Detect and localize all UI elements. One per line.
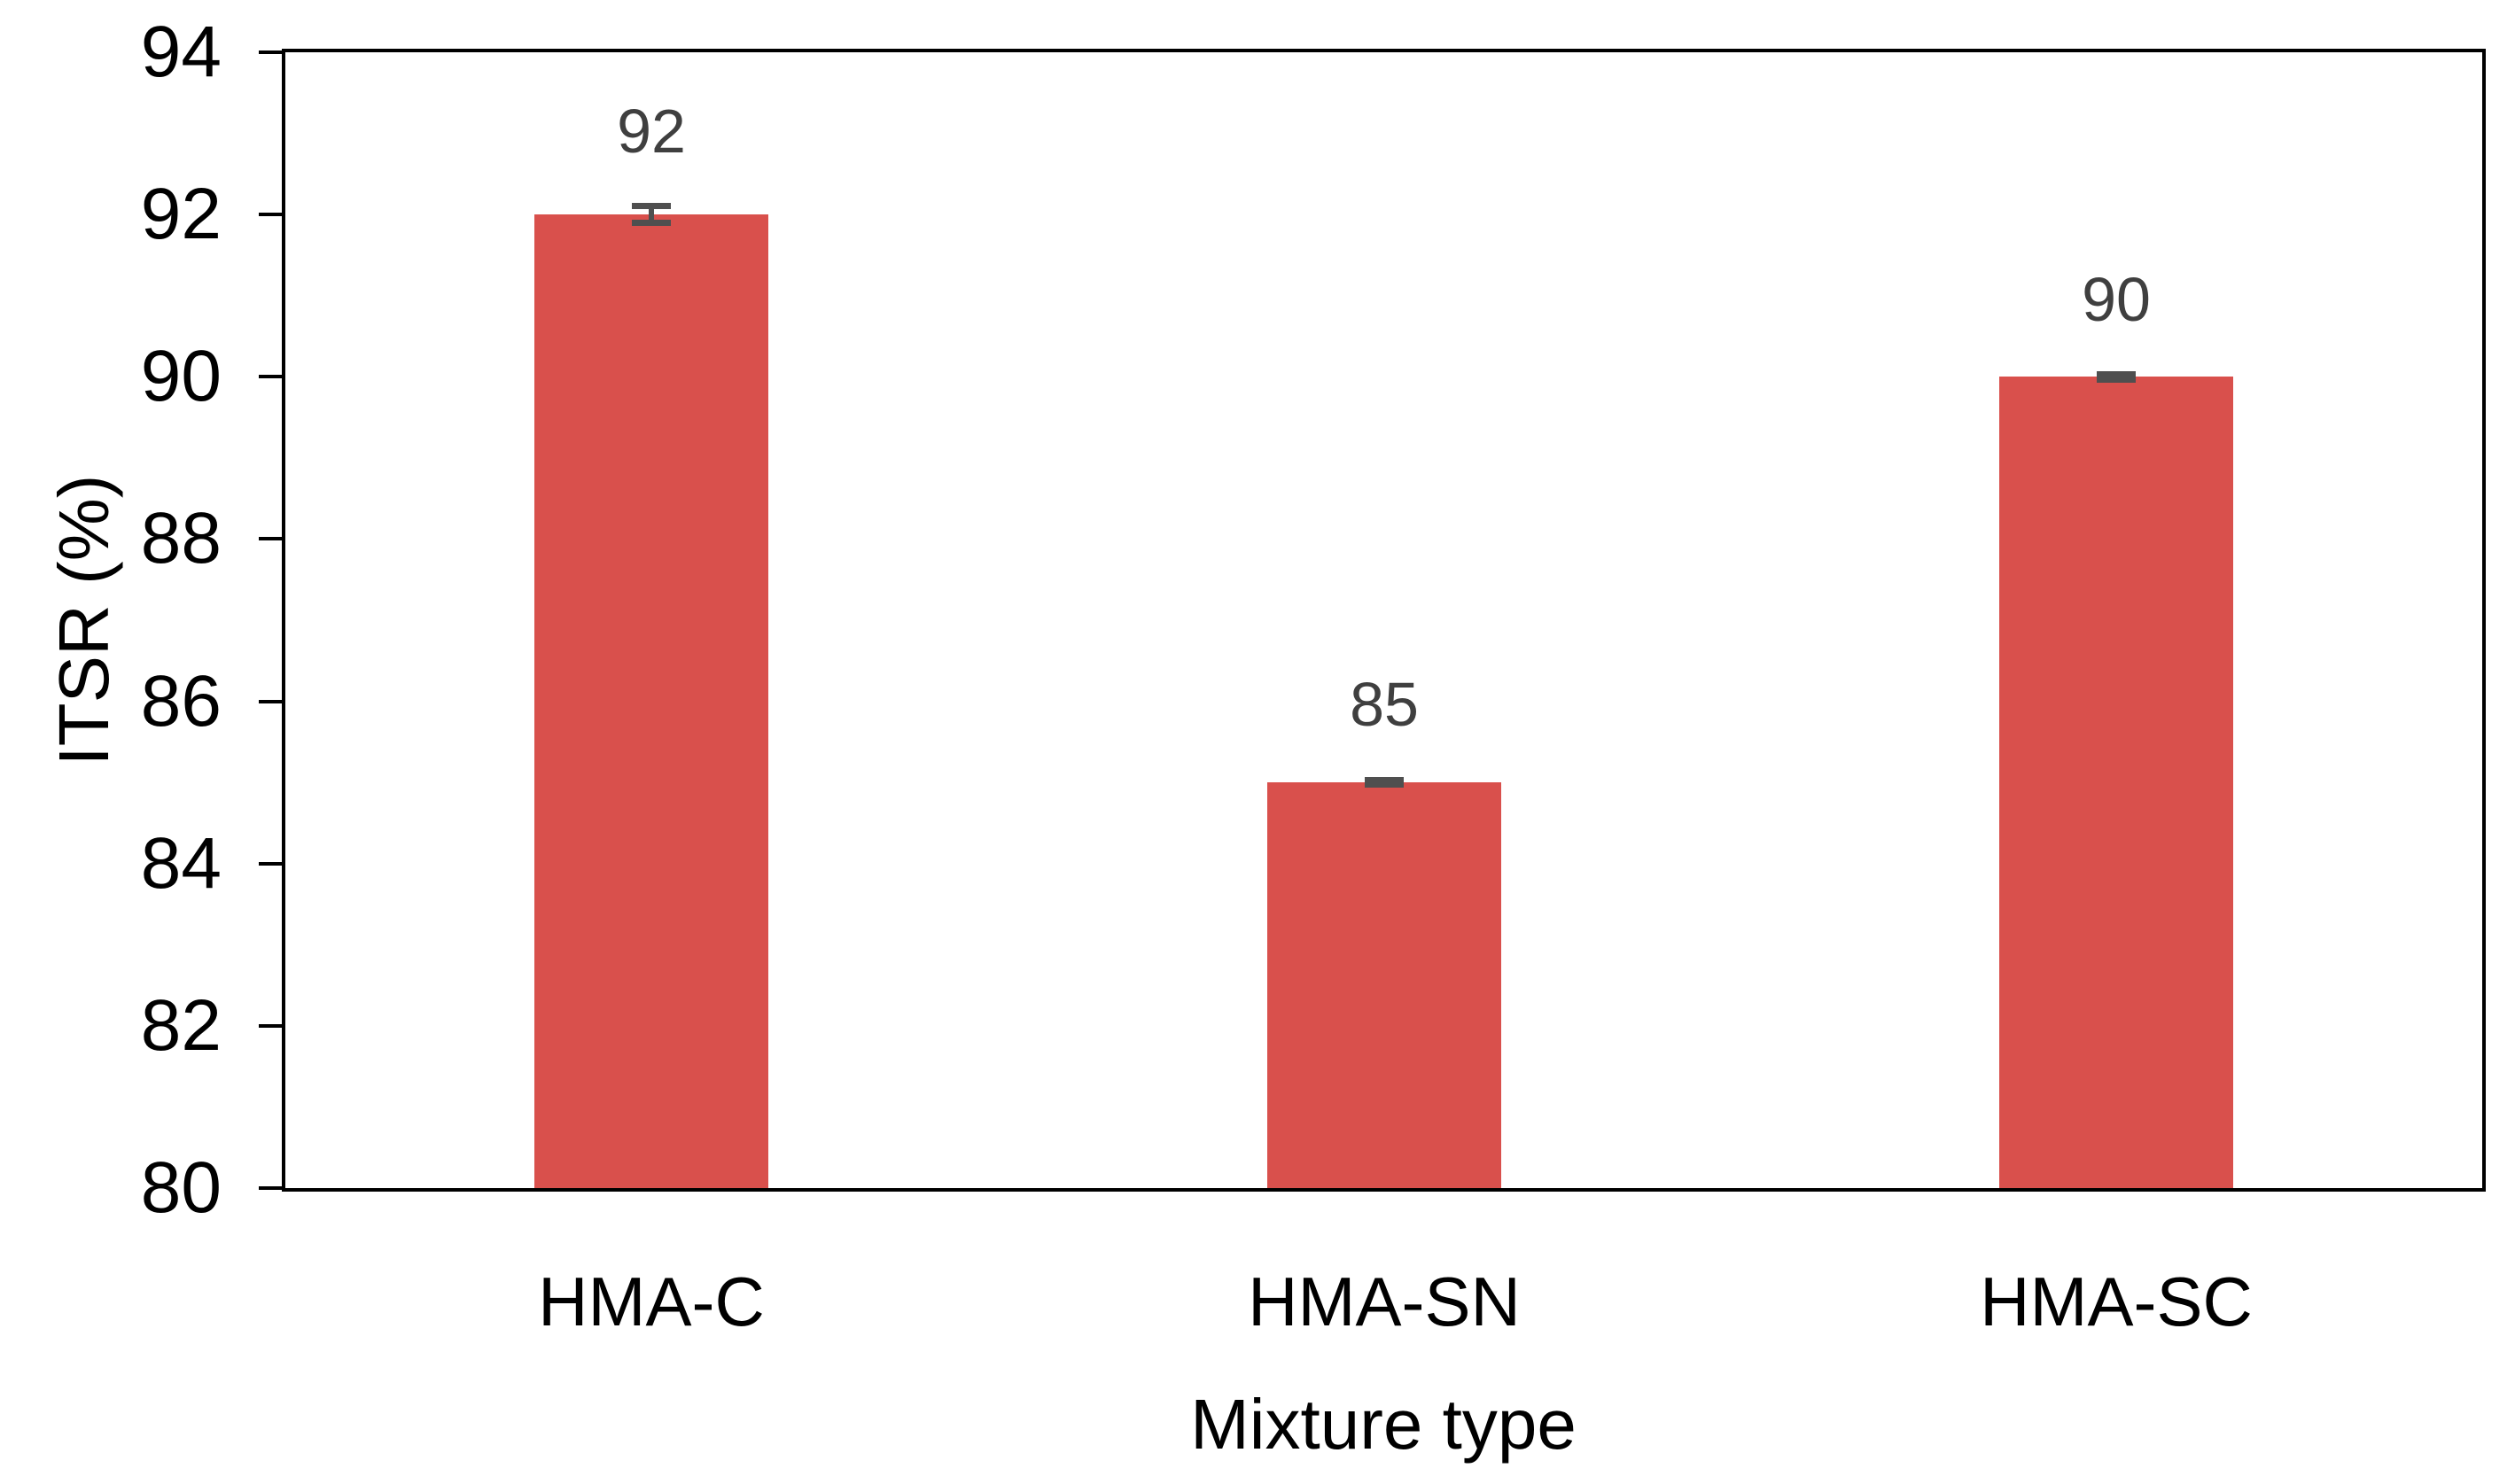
y-tick-label-94: 94	[140, 12, 222, 92]
x-category-label-hma-c: HMA-C	[538, 1263, 765, 1340]
y-tick-94	[259, 51, 282, 54]
error-cap-top-hma-c	[632, 203, 671, 209]
error-bar-hma-c	[649, 206, 654, 222]
y-tick-92	[259, 213, 282, 216]
y-tick-86	[259, 700, 282, 703]
x-category-label-hma-sn: HMA-SN	[1248, 1263, 1521, 1340]
y-tick-80	[259, 1186, 282, 1190]
y-axis-title: ITSR (%)	[44, 474, 123, 766]
y-tick-90	[259, 375, 282, 378]
y-tick-label-84: 84	[140, 823, 222, 904]
data-label-hma-sc: 90	[2082, 265, 2151, 334]
y-tick-82	[259, 1024, 282, 1028]
y-tick-label-82: 82	[140, 985, 222, 1066]
y-tick-label-92: 92	[140, 174, 222, 254]
plot-area: 92 85 90	[282, 49, 2486, 1192]
error-cap-bottom-hma-c	[632, 220, 671, 226]
error-cap-top-hma-sn	[1365, 777, 1404, 783]
bar-hma-c	[534, 214, 768, 1188]
y-tick-label-88: 88	[140, 498, 222, 579]
data-label-hma-c: 92	[617, 97, 686, 166]
y-tick-label-86: 86	[140, 661, 222, 742]
error-cap-top-hma-sc	[2097, 371, 2136, 377]
y-tick-88	[259, 537, 282, 540]
y-tick-84	[259, 862, 282, 866]
bar-hma-sn	[1267, 782, 1501, 1188]
error-cap-bottom-hma-sn	[1365, 781, 1404, 788]
x-category-label-hma-sc: HMA-SC	[1980, 1263, 2253, 1340]
bar-hma-sc	[1999, 377, 2233, 1188]
x-axis-title: Mixture type	[1190, 1385, 1577, 1464]
error-cap-bottom-hma-sc	[2097, 377, 2136, 383]
data-label-hma-sn: 85	[1350, 670, 1419, 739]
y-tick-label-90: 90	[140, 336, 222, 416]
y-tick-label-80: 80	[140, 1147, 222, 1228]
